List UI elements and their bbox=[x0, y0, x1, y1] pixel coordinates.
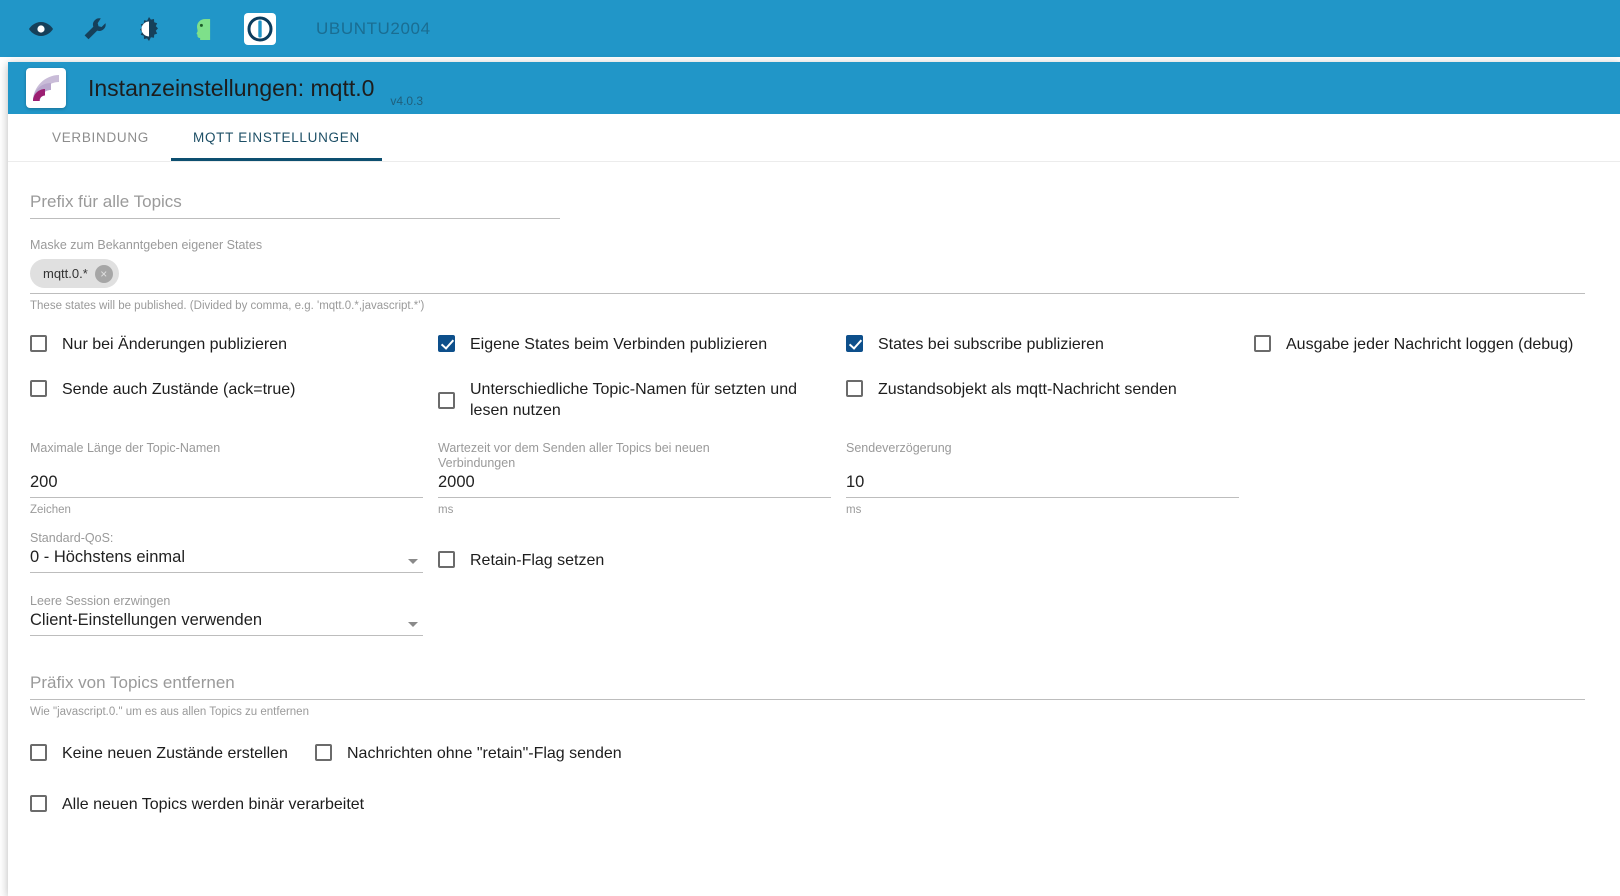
select-value[interactable]: Client-Einstellungen verwenden bbox=[30, 609, 423, 636]
head-icon[interactable] bbox=[188, 14, 218, 44]
checkbox-box[interactable] bbox=[315, 744, 332, 761]
checkbox-box[interactable] bbox=[30, 795, 47, 812]
qos-retain-row: Standard-QoS: 0 - Höchstens einmal Retai… bbox=[30, 531, 1598, 573]
checkbox-box[interactable] bbox=[30, 380, 47, 397]
chip-remove-icon[interactable]: × bbox=[94, 264, 113, 283]
checkbox-label: Keine neuen Zustände erstellen bbox=[62, 745, 288, 762]
chip-label: mqtt.0.* bbox=[43, 266, 88, 281]
checkbox-row-4: Alle neuen Topics werden binär verarbeit… bbox=[30, 794, 1598, 815]
checkbox-alle-topics-binaer[interactable]: Alle neuen Topics werden binär verarbeit… bbox=[30, 794, 364, 815]
checkbox-box[interactable] bbox=[1254, 335, 1271, 352]
checkbox-zustandsobjekt-als-mqtt[interactable]: Zustandsobjekt als mqtt-Nachricht senden bbox=[846, 379, 1254, 421]
checkbox-box[interactable] bbox=[846, 335, 863, 352]
checkbox-box[interactable] bbox=[438, 335, 455, 352]
checkbox-label: Nur bei Änderungen publizieren bbox=[62, 336, 288, 353]
checkbox-keine-neuen-zustaende[interactable]: Keine neuen Zustände erstellen bbox=[30, 743, 315, 764]
adapter-version: v4.0.3 bbox=[390, 94, 424, 108]
checkbox-label: Retain-Flag setzen bbox=[470, 552, 605, 569]
number-fields-row: Maximale Länge der Topic-Namen 200 Zeich… bbox=[30, 441, 1598, 516]
chevron-down-icon[interactable] bbox=[408, 559, 418, 564]
wrench-icon[interactable] bbox=[80, 14, 110, 44]
dialog-header: Instanzeinstellungen: mqtt.0 v4.0.3 bbox=[8, 62, 1620, 114]
field-hint: ms bbox=[438, 504, 454, 516]
settings-form: Prefix für alle Topics Maske zum Bekannt… bbox=[8, 188, 1620, 815]
checkbox-nur-bei-aenderungen[interactable]: Nur bei Änderungen publizieren bbox=[30, 334, 438, 355]
checkbox-row-1: Nur bei Änderungen publizieren Eigene St… bbox=[30, 334, 1598, 355]
prefix-all-topics-field[interactable]: Prefix für alle Topics bbox=[30, 188, 560, 219]
tab-mqtt-einstellungen[interactable]: MQTT EINSTELLUNGEN bbox=[171, 114, 382, 161]
prefix-all-topics-placeholder: Prefix für alle Topics bbox=[30, 192, 182, 211]
checkbox-retain-flag-setzen[interactable]: Retain-Flag setzen bbox=[438, 550, 846, 573]
select-label: Standard-QoS: bbox=[30, 531, 114, 545]
top-bar: UBUNTU2004 bbox=[0, 0, 1620, 57]
checkbox-label: Sende auch Zustände (ack=true) bbox=[62, 381, 296, 398]
mqtt-adapter-logo bbox=[26, 68, 66, 108]
checkbox-unterschiedliche-topic-namen[interactable]: Unterschiedliche Topic-Namen für setzten… bbox=[438, 379, 846, 421]
field-label: Maximale Länge der Topic-Namen bbox=[30, 441, 221, 455]
mask-own-states-chip-area[interactable]: mqtt.0.* × bbox=[30, 253, 1585, 294]
field-label: Wartezeit vor dem Senden aller Topics be… bbox=[438, 441, 710, 470]
tab-bar: VERBINDUNG MQTT EINSTELLUNGEN bbox=[8, 114, 1620, 162]
select-leere-session[interactable]: Leere Session erzwingen Client-Einstellu… bbox=[30, 594, 438, 636]
contrast-icon[interactable] bbox=[134, 14, 164, 44]
chevron-down-icon[interactable] bbox=[408, 622, 418, 627]
checkbox-box[interactable] bbox=[438, 551, 455, 568]
checkbox-label: Eigene States beim Verbinden publizieren bbox=[470, 336, 768, 353]
remove-prefix-hint: Wie "javascript.0." um es aus allen Topi… bbox=[30, 706, 309, 718]
checkbox-box[interactable] bbox=[30, 335, 47, 352]
checkbox-box[interactable] bbox=[30, 744, 47, 761]
checkbox-label: Zustandsobjekt als mqtt-Nachricht senden bbox=[878, 381, 1177, 398]
host-label: UBUNTU2004 bbox=[316, 18, 431, 38]
checkbox-row-3: Keine neuen Zustände erstellen Nachricht… bbox=[30, 743, 1598, 764]
field-label: Sendeverzögerung bbox=[846, 441, 952, 455]
mask-own-states-hint: These states will be published. (Divided… bbox=[30, 300, 425, 312]
checkbox-box[interactable] bbox=[438, 392, 455, 409]
checkbox-label: Unterschiedliche Topic-Namen für setzten… bbox=[470, 381, 797, 419]
tab-verbindung[interactable]: VERBINDUNG bbox=[52, 130, 150, 145]
instance-settings-dialog: Instanzeinstellungen: mqtt.0 v4.0.3 VERB… bbox=[8, 62, 1620, 896]
top-bar-icon-group: UBUNTU2004 bbox=[0, 12, 431, 45]
remove-prefix-placeholder: Präfix von Topics entfernen bbox=[30, 673, 235, 692]
checkbox-label: Nachrichten ohne "retain"-Flag senden bbox=[347, 745, 622, 762]
checkbox-sende-auch-zustaende[interactable]: Sende auch Zustände (ack=true) bbox=[30, 379, 438, 421]
checkbox-label: Alle neuen Topics werden binär verarbeit… bbox=[62, 796, 365, 813]
select-standard-qos[interactable]: Standard-QoS: 0 - Höchstens einmal bbox=[30, 531, 438, 573]
checkbox-eigene-states-verbinden[interactable]: Eigene States beim Verbinden publizieren bbox=[438, 334, 846, 355]
field-value[interactable]: 10 bbox=[846, 471, 1239, 498]
mask-own-states-label: Maske zum Bekanntgeben eigener States bbox=[30, 238, 263, 252]
checkbox-row-2: Sende auch Zustände (ack=true) Unterschi… bbox=[30, 379, 1598, 421]
field-wartezeit-neue-verbindungen[interactable]: Wartezeit vor dem Senden aller Topics be… bbox=[438, 441, 846, 516]
remove-prefix-field[interactable]: Präfix von Topics entfernen bbox=[30, 669, 1585, 700]
field-value[interactable]: 2000 bbox=[438, 471, 831, 498]
iobroker-logo bbox=[244, 12, 276, 45]
select-value[interactable]: 0 - Höchstens einmal bbox=[30, 546, 423, 573]
dialog-title: Instanzeinstellungen: mqtt.0 bbox=[88, 74, 375, 101]
field-max-topic-length[interactable]: Maximale Länge der Topic-Namen 200 Zeich… bbox=[30, 441, 438, 516]
select-label: Leere Session erzwingen bbox=[30, 594, 171, 608]
checkbox-nachrichten-ohne-retain[interactable]: Nachrichten ohne "retain"-Flag senden bbox=[315, 743, 735, 764]
eye-icon[interactable] bbox=[26, 14, 56, 44]
mask-own-states-group: Maske zum Bekanntgeben eigener States mq… bbox=[30, 238, 1598, 312]
field-hint: ms bbox=[846, 504, 862, 516]
checkbox-label: Ausgabe jeder Nachricht loggen (debug) bbox=[1286, 336, 1574, 353]
field-sendeverzoegerung[interactable]: Sendeverzögerung 10 ms bbox=[846, 441, 1254, 516]
field-value[interactable]: 200 bbox=[30, 471, 423, 498]
checkbox-states-bei-subscribe[interactable]: States bei subscribe publizieren bbox=[846, 334, 1254, 355]
checkbox-label: States bei subscribe publizieren bbox=[878, 336, 1104, 353]
field-hint: Zeichen bbox=[30, 504, 71, 516]
chip-mqtt-0[interactable]: mqtt.0.* × bbox=[30, 259, 119, 288]
checkbox-ausgabe-loggen-debug[interactable]: Ausgabe jeder Nachricht loggen (debug) bbox=[1254, 334, 1584, 355]
checkbox-box[interactable] bbox=[846, 380, 863, 397]
remove-prefix-group: Präfix von Topics entfernen Wie "javascr… bbox=[30, 669, 1598, 718]
